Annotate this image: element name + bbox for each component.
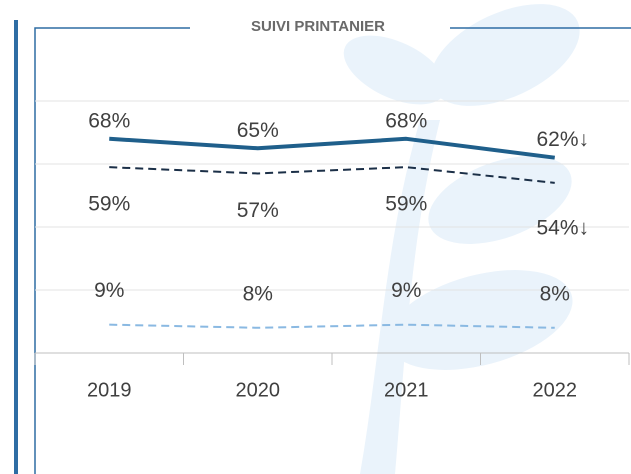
x-tick-label: 2022 <box>533 379 578 401</box>
chart-title: SUIVI PRINTANIER <box>251 18 385 35</box>
x-tick-label: 2019 <box>87 379 132 401</box>
data-label: 68% <box>385 109 427 132</box>
data-label: 9% <box>94 279 124 302</box>
data-label: 65% <box>237 119 279 142</box>
series-line <box>109 139 555 158</box>
data-label: 68% <box>88 109 130 132</box>
frame <box>35 28 631 474</box>
side-bar <box>14 20 18 474</box>
data-label: 8% <box>243 282 273 305</box>
x-tick-label: 2020 <box>236 379 281 401</box>
data-label: 9% <box>391 279 421 302</box>
data-label: 54%↓ <box>536 216 589 239</box>
data-label: 59% <box>88 193 130 216</box>
data-label: 59% <box>385 193 427 216</box>
data-label: 62%↓ <box>536 128 589 151</box>
x-tick-label: 2021 <box>384 379 429 401</box>
data-label: 8% <box>540 282 570 305</box>
chart: SUIVI PRINTANIER 2019 2020 2021 2022 68% 65% 6… <box>0 0 631 474</box>
data-label: 57% <box>237 199 279 222</box>
